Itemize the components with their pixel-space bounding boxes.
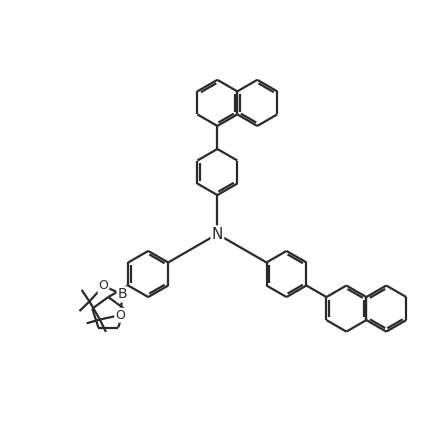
Text: O: O xyxy=(99,280,108,293)
Text: N: N xyxy=(211,227,223,242)
Text: O: O xyxy=(115,309,125,322)
Text: B: B xyxy=(118,287,127,301)
